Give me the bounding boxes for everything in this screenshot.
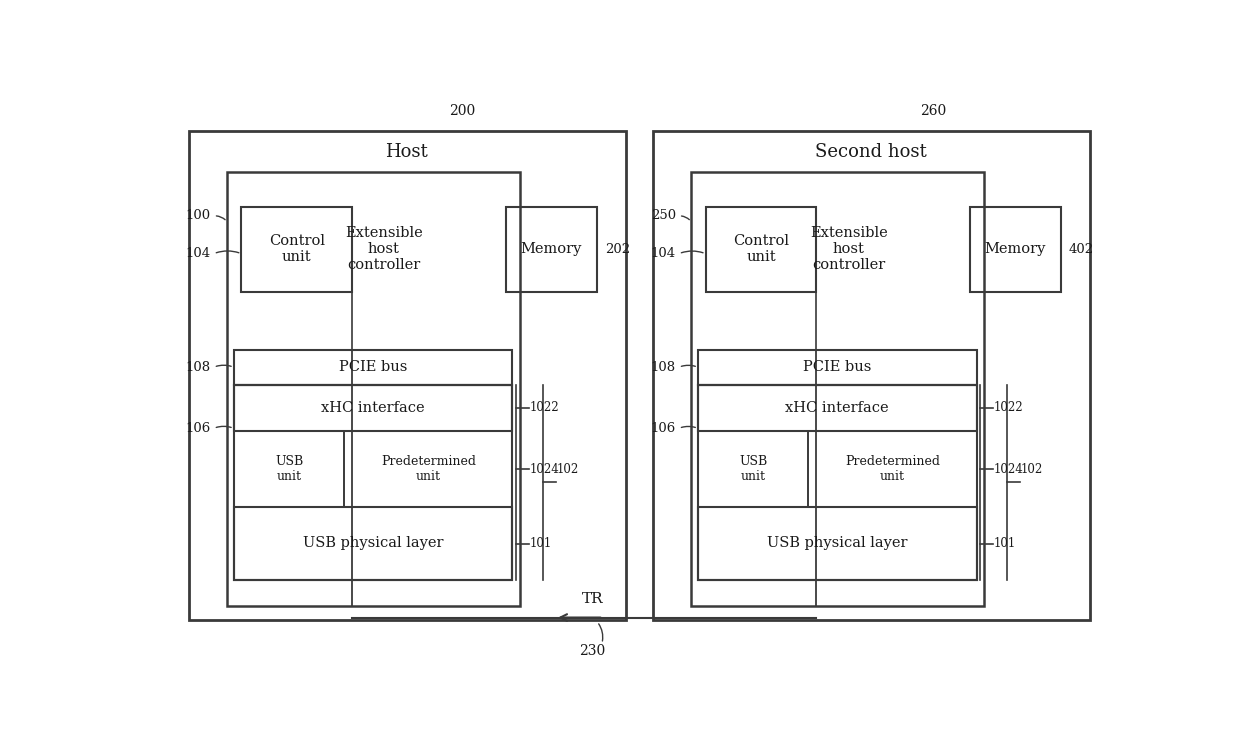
Text: USB physical layer: USB physical layer	[303, 536, 444, 550]
Bar	[698, 385, 977, 580]
Bar	[698, 350, 977, 385]
Text: 1024: 1024	[994, 463, 1024, 476]
Bar	[970, 207, 1061, 292]
Text: 101: 101	[994, 537, 1017, 550]
Text: 1024: 1024	[529, 463, 559, 476]
Text: 104: 104	[186, 247, 211, 260]
Text: Second host: Second host	[815, 143, 926, 161]
Text: Extensible
host
controller: Extensible host controller	[810, 226, 888, 272]
Text: xHC interface: xHC interface	[785, 401, 889, 415]
Bar	[691, 172, 985, 606]
Text: 1022: 1022	[529, 401, 559, 414]
Text: 102: 102	[557, 463, 579, 476]
Text: 104: 104	[651, 247, 676, 260]
Text: 260: 260	[920, 104, 946, 118]
Bar	[506, 207, 596, 292]
Text: 1022: 1022	[994, 401, 1023, 414]
Bar	[234, 431, 512, 507]
Bar	[234, 431, 345, 507]
Text: 230: 230	[579, 643, 605, 658]
Text: PCIE bus: PCIE bus	[804, 360, 872, 374]
Text: USB physical layer: USB physical layer	[768, 536, 908, 550]
Text: 102: 102	[1021, 463, 1043, 476]
Bar	[188, 132, 626, 621]
Text: xHC interface: xHC interface	[321, 401, 425, 415]
Bar	[234, 507, 512, 580]
Bar	[698, 431, 977, 507]
Bar	[242, 207, 352, 292]
Text: PCIE bus: PCIE bus	[339, 360, 407, 374]
Bar	[808, 431, 977, 507]
Text: Memory: Memory	[985, 242, 1045, 256]
Text: Control
unit: Control unit	[269, 234, 325, 264]
Text: TR: TR	[582, 592, 603, 606]
Bar	[698, 431, 808, 507]
Text: 200: 200	[449, 104, 476, 118]
Bar	[227, 172, 521, 606]
Text: 101: 101	[529, 537, 552, 550]
Bar	[345, 431, 512, 507]
Bar	[698, 385, 977, 431]
Bar	[234, 350, 512, 385]
Text: USB
unit: USB unit	[739, 455, 768, 483]
Text: 250: 250	[651, 209, 676, 222]
Text: Host: Host	[386, 143, 428, 161]
Text: Predetermined
unit: Predetermined unit	[381, 455, 476, 483]
Text: 106: 106	[651, 422, 676, 435]
Bar	[234, 385, 512, 580]
Bar	[234, 385, 512, 431]
Text: Predetermined
unit: Predetermined unit	[846, 455, 940, 483]
Text: 108: 108	[186, 361, 211, 373]
Text: Control
unit: Control unit	[733, 234, 789, 264]
Text: 100: 100	[186, 209, 211, 222]
Text: Memory: Memory	[521, 242, 582, 256]
Text: 402: 402	[1069, 243, 1094, 256]
Bar	[706, 207, 816, 292]
Bar	[698, 507, 977, 580]
Text: USB
unit: USB unit	[275, 455, 304, 483]
Text: 106: 106	[186, 422, 211, 435]
Bar	[652, 132, 1090, 621]
Text: Extensible
host
controller: Extensible host controller	[345, 226, 423, 272]
Text: 202: 202	[605, 243, 630, 256]
Text: 108: 108	[651, 361, 676, 373]
